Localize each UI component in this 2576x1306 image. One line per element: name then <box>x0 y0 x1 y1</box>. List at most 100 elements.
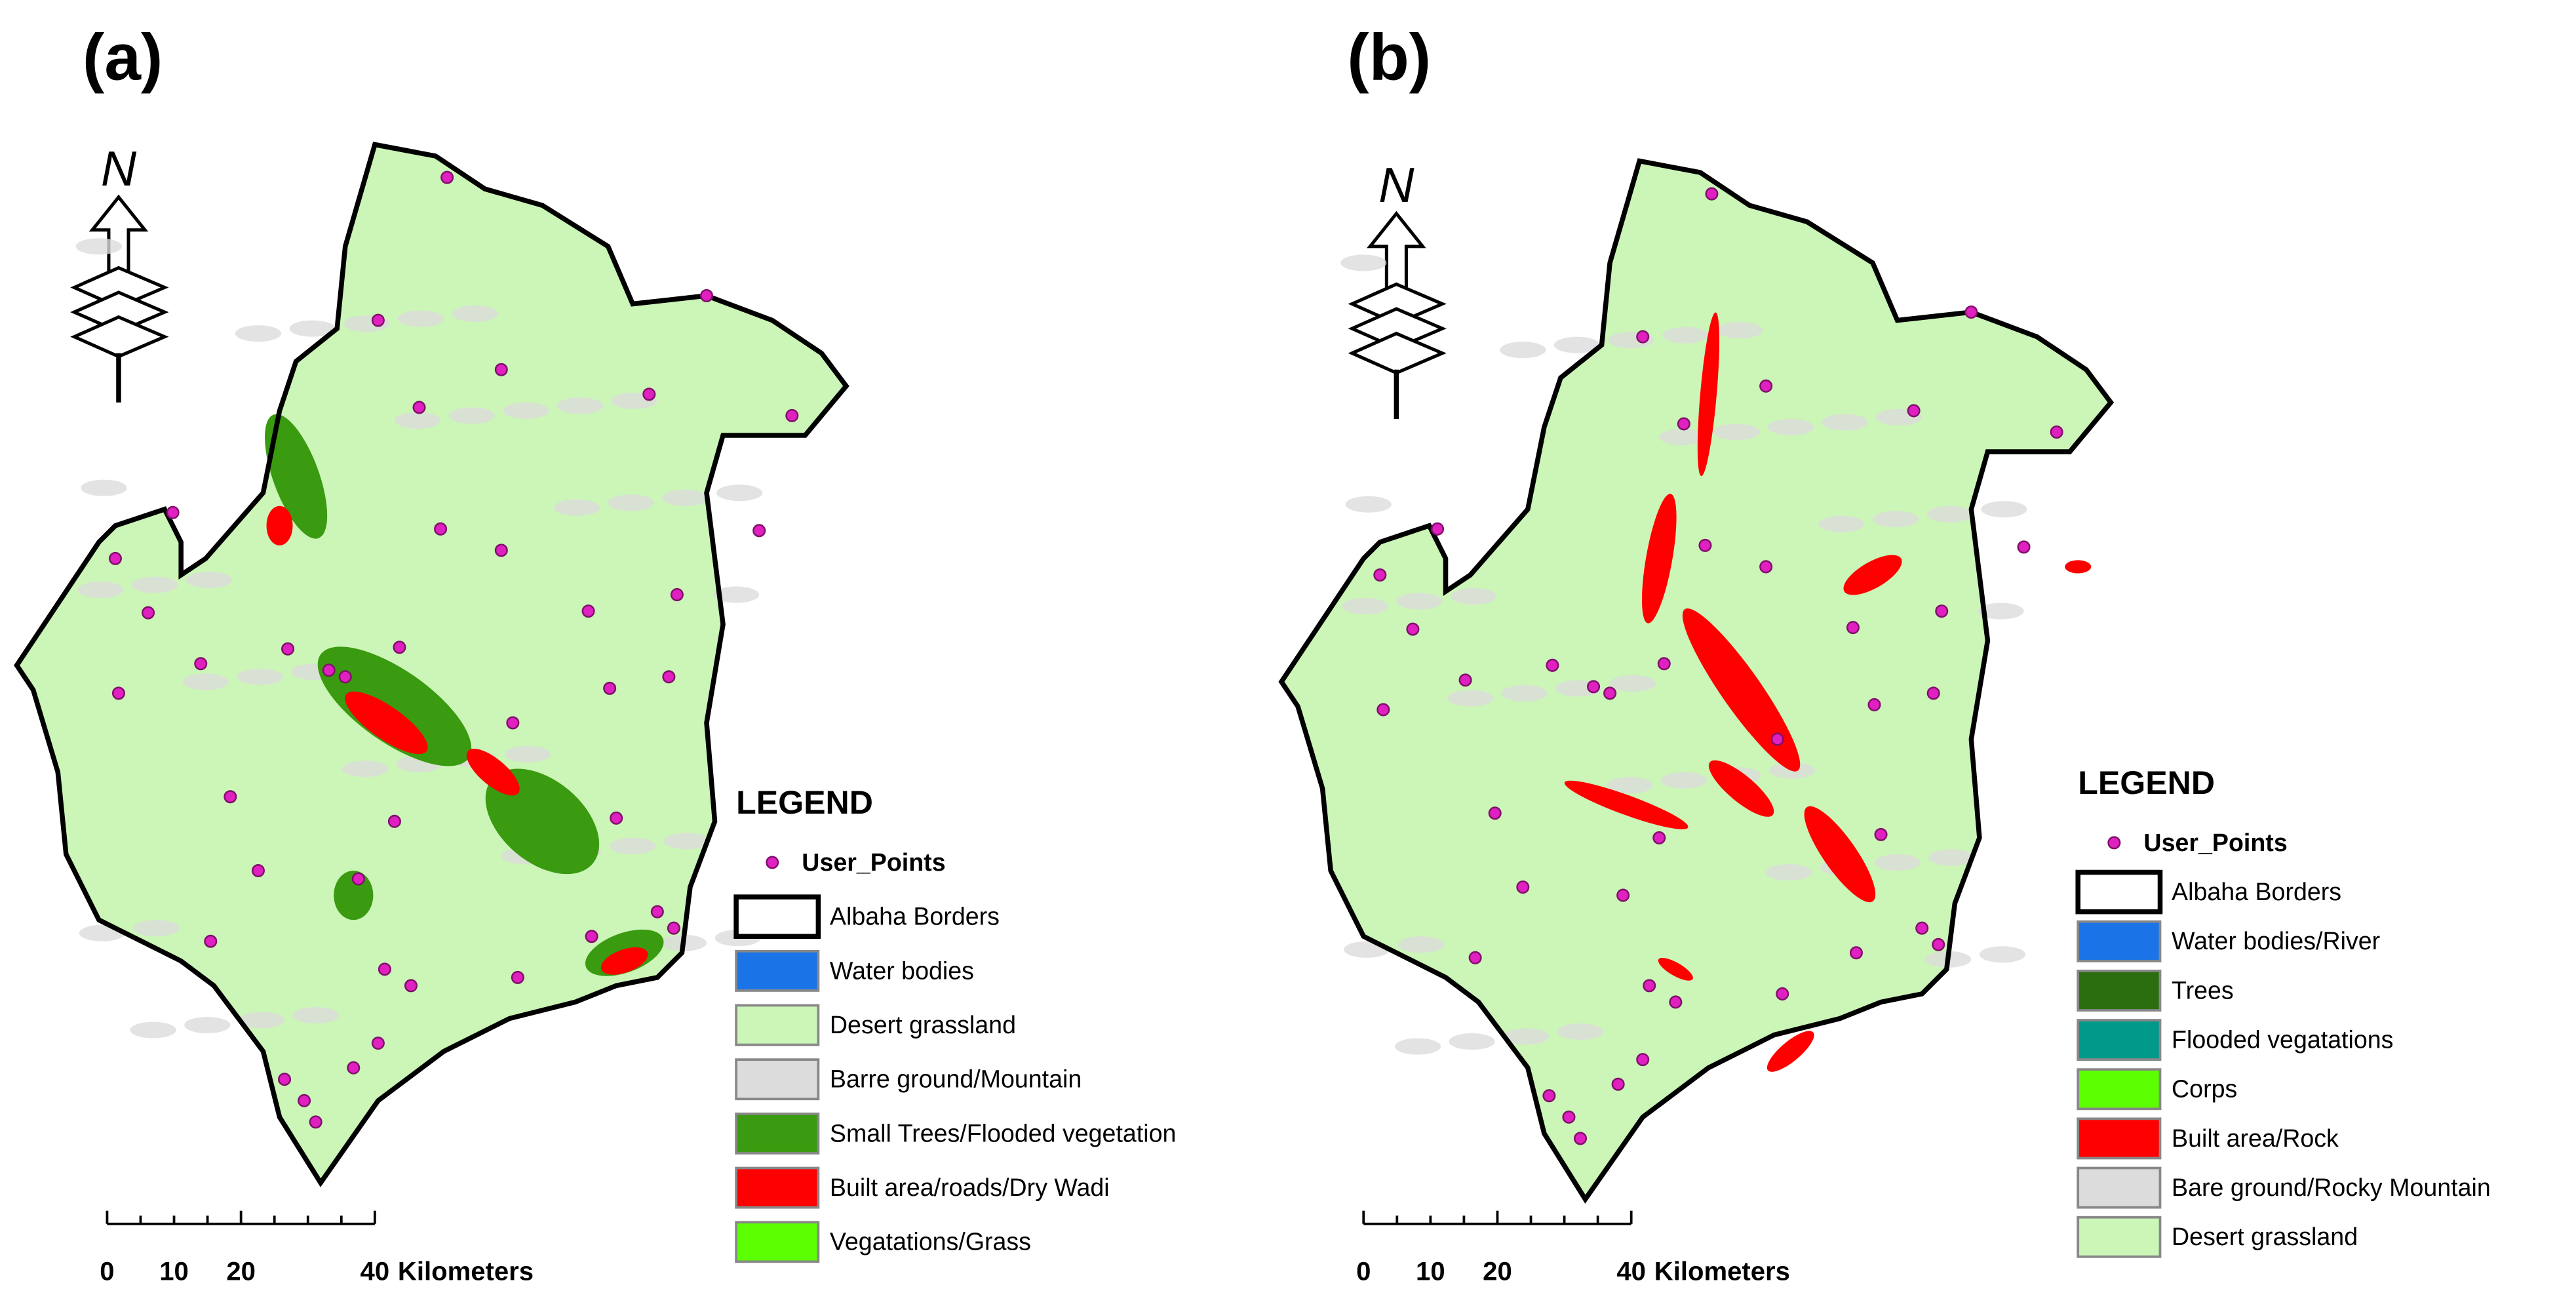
user-point <box>610 811 623 825</box>
bare-ground <box>238 1012 285 1029</box>
user-point <box>511 970 524 984</box>
user-point <box>1776 987 1789 1000</box>
bare-ground <box>448 407 495 424</box>
bare-ground <box>77 582 124 599</box>
panel-label: (a) <box>83 21 163 94</box>
map <box>14 142 849 1187</box>
bare-ground <box>556 397 604 414</box>
bare-ground <box>1340 254 1387 271</box>
user-point <box>1573 1132 1588 1145</box>
bare-ground <box>1822 414 1868 431</box>
bare-ground <box>130 1021 176 1039</box>
legend-label: Water bodies <box>830 957 974 984</box>
legend-label: Vegatations/Grass <box>830 1228 1031 1256</box>
bare-ground <box>1607 777 1653 794</box>
bare-ground <box>553 499 600 516</box>
land-patch <box>1843 555 1902 595</box>
user-point <box>670 588 684 602</box>
user-point <box>1669 995 1683 1009</box>
user-point <box>1874 827 1888 841</box>
legend-label: Barre ground/Mountain <box>830 1065 1082 1093</box>
user-point <box>322 663 336 677</box>
land-patch <box>317 646 472 766</box>
land-patch <box>266 505 293 545</box>
user-point <box>1964 306 1978 319</box>
bare-ground <box>1397 936 1445 953</box>
land-patch <box>345 691 428 755</box>
bare-ground <box>235 325 282 342</box>
land-patch <box>1682 608 1801 772</box>
user-point <box>111 686 125 700</box>
bare-ground <box>1766 863 1812 881</box>
bare-ground <box>1926 505 1973 523</box>
user-point <box>1759 379 1773 393</box>
bare-ground <box>1713 424 1760 441</box>
legend-label: Built area/roads/Dry Wadi <box>830 1174 1110 1201</box>
bare-ground <box>452 306 498 323</box>
bare-ground <box>1873 511 1919 528</box>
bare-ground <box>1451 588 1497 605</box>
user-point <box>1636 330 1650 344</box>
bare-ground <box>1978 603 2024 620</box>
user-point <box>1468 951 1482 964</box>
legend-label: Small Trees/Flooded vegetation <box>830 1119 1176 1147</box>
user-point <box>1562 1110 1576 1124</box>
legend-swatch <box>2077 1019 2162 1061</box>
legend-swatch <box>735 1004 820 1046</box>
user-point <box>1846 621 1860 635</box>
bare-ground <box>289 320 336 337</box>
user-point <box>1488 806 1502 820</box>
user-point <box>1926 686 1940 700</box>
bare-ground <box>1979 946 2026 963</box>
user-point <box>1677 417 1690 431</box>
user-point <box>785 408 799 422</box>
bare-ground <box>1345 496 1392 513</box>
user-point <box>393 641 406 654</box>
land-patch <box>1766 1031 1814 1072</box>
bare-ground <box>713 586 760 603</box>
legend-swatch <box>2077 1216 2162 1258</box>
panel-label: (b) <box>1347 21 1431 94</box>
user-point <box>204 934 218 948</box>
bare-ground <box>1449 1033 1495 1050</box>
bare-ground <box>237 668 283 685</box>
user-point <box>752 524 766 538</box>
land-patch <box>1658 957 1693 981</box>
bare-ground <box>1662 326 1709 344</box>
legend-swatch <box>735 949 820 992</box>
user-point <box>1705 187 1719 201</box>
legend-label: Albaha Borders <box>2172 878 2341 905</box>
legend-label: Bare ground/Rocky Mountain <box>2172 1174 2491 1201</box>
user-point <box>108 551 122 565</box>
bare-ground <box>1396 593 1443 610</box>
user-point <box>585 930 598 943</box>
user-point <box>1698 538 1712 552</box>
bare-ground <box>1553 336 1601 353</box>
user-point <box>142 606 155 620</box>
panel: (a) N LEGEND User_Points Albaha Borders Water… <box>14 21 1176 1286</box>
scale-label: 40 <box>361 1257 390 1286</box>
legend-swatch <box>2075 869 2163 915</box>
user-point <box>2017 540 2031 554</box>
legend-swatch <box>735 1221 820 1263</box>
bare-ground <box>1659 428 1706 446</box>
legend-swatch <box>2077 969 2162 1012</box>
bare-ground <box>1981 501 2027 518</box>
user-point <box>1406 622 1420 636</box>
user-point <box>1652 831 1666 844</box>
scale-label: 10 <box>1416 1257 1445 1286</box>
legend-swatch <box>733 894 821 939</box>
bare-ground <box>292 1006 339 1024</box>
bare-ground <box>1874 854 1921 871</box>
land-patch <box>600 947 648 975</box>
panel: (b) N LEGEND User_Points Albaha Borders Water… <box>1278 21 2491 1286</box>
bare-ground <box>342 761 388 778</box>
user-point <box>581 604 595 618</box>
land-patch <box>1641 494 1677 623</box>
bare-ground <box>662 489 709 506</box>
user-point <box>166 505 180 519</box>
north-arrow: N <box>70 141 169 403</box>
bare-ground <box>663 833 711 850</box>
